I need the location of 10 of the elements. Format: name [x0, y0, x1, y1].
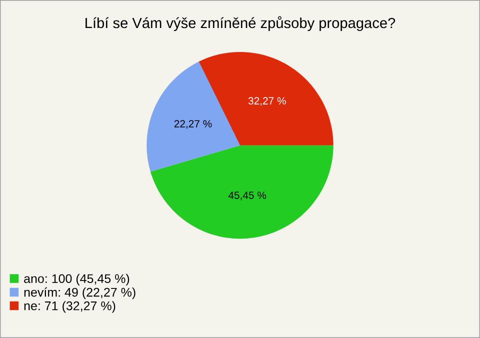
data-label: 22,27 %	[174, 120, 212, 129]
legend-label: ano: 100 (45,45 %)	[24, 274, 130, 286]
data-label: 45,45 %	[228, 192, 266, 200]
pie-slice	[198, 52, 334, 146]
chart-title: Líbí se Vám výše zmíněné způsoby propagace?	[86, 16, 396, 32]
data-label: 32,27 %	[248, 97, 286, 106]
legend-label: ne: 71 (32,27 %)	[24, 301, 116, 313]
legend-label: nevím: 49 (22,27 %)	[24, 287, 136, 300]
pie-slice	[146, 62, 240, 172]
pie-slice	[150, 145, 334, 239]
